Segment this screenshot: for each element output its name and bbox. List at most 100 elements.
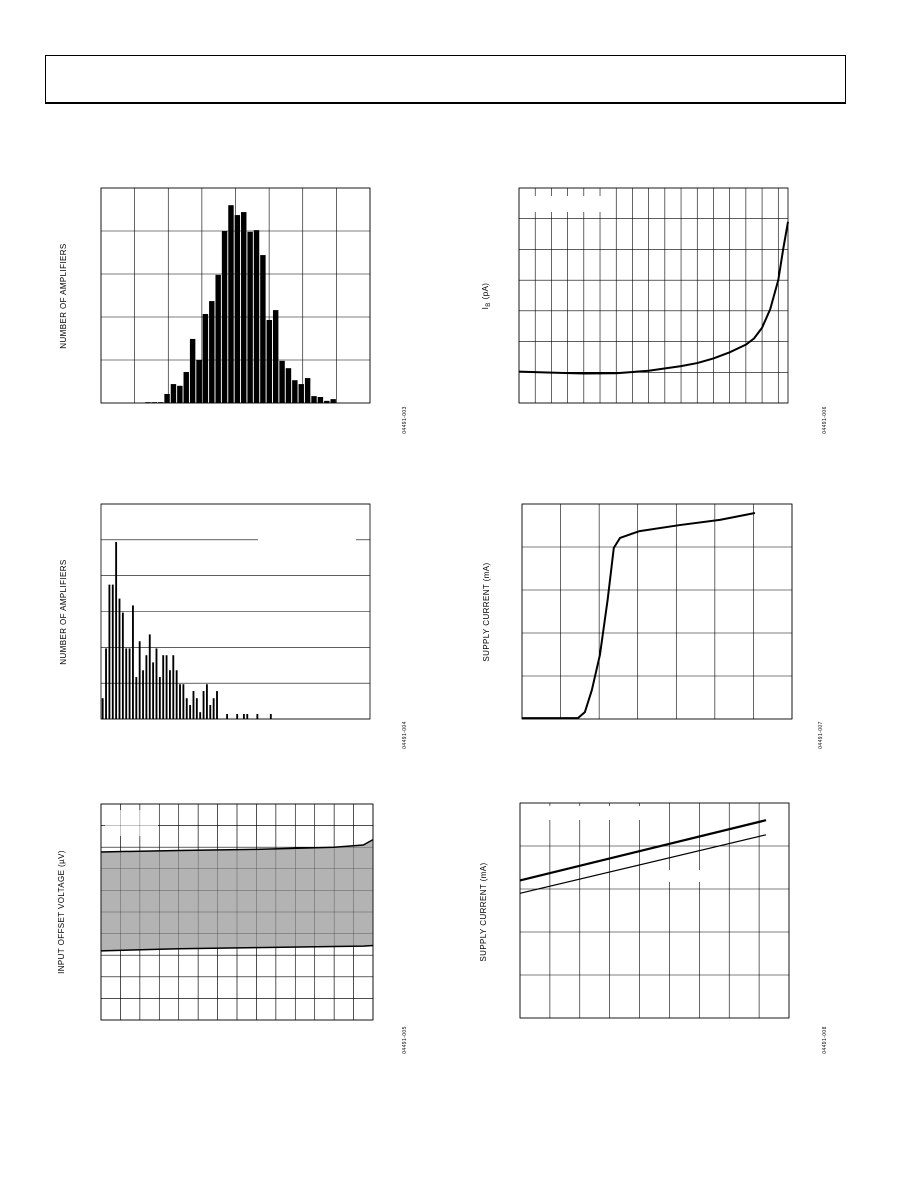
legend-mask (668, 870, 700, 882)
y-axis-label-subscript: B (486, 302, 492, 306)
bar (108, 584, 111, 719)
plot-frame (100, 803, 374, 1021)
data-line (522, 512, 756, 720)
y-axis-label: NUMBER OF AMPLIFIERS (59, 243, 68, 348)
bar (177, 385, 183, 403)
figure-id: 04491-003 (402, 406, 408, 434)
bar (172, 655, 175, 719)
bar (128, 648, 131, 719)
bar (304, 378, 311, 403)
plot-frame (521, 503, 793, 720)
bar (212, 698, 215, 719)
bar (260, 255, 266, 403)
bar (317, 396, 324, 403)
bar (215, 274, 221, 403)
y-axis-label-unit: (pA) (481, 283, 490, 300)
plot-frame (518, 187, 789, 404)
bar (247, 231, 253, 403)
data-line (518, 221, 789, 375)
bar (135, 677, 138, 719)
bar (256, 713, 259, 719)
y-axis-label: SUPPLY CURRENT (mA) (479, 862, 488, 961)
bar (152, 662, 155, 719)
bar (145, 655, 148, 719)
figure-id: 04491-006 (822, 406, 828, 434)
figure-id: 04491-004 (402, 721, 408, 749)
bar (209, 301, 215, 403)
bar (165, 655, 168, 719)
legend-mask (105, 810, 158, 836)
legend-mask (258, 534, 356, 546)
bar (155, 648, 158, 719)
plot-frame (100, 187, 371, 404)
bar (236, 713, 239, 719)
y-axis-label: NUMBER OF AMPLIFIERS (59, 559, 68, 664)
bar (234, 215, 241, 403)
plot-frame (100, 503, 371, 720)
bar (151, 402, 158, 403)
bar (226, 713, 229, 719)
bar (298, 384, 304, 403)
bar (115, 541, 118, 719)
bar (142, 670, 144, 719)
bar (192, 691, 195, 719)
bar (118, 598, 121, 719)
bar (311, 396, 317, 403)
bar (169, 670, 171, 719)
data-line (519, 834, 767, 894)
bar (185, 698, 188, 719)
figure-id: 04491-005 (402, 1026, 408, 1054)
bar (221, 231, 228, 403)
bar (132, 605, 134, 719)
bar (189, 705, 192, 719)
bar (199, 712, 202, 719)
bar (292, 380, 298, 403)
bar (279, 360, 285, 403)
bar (138, 641, 141, 719)
data-line (519, 819, 767, 882)
y-axis-label: IB (pA) (481, 283, 492, 310)
y-axis-label-main: I (481, 307, 490, 310)
legend-mask (548, 806, 640, 820)
bar (101, 698, 104, 719)
bar (145, 402, 151, 403)
bar (228, 205, 234, 403)
bar (162, 655, 165, 719)
bar (158, 677, 161, 719)
bar (183, 372, 189, 403)
bar (272, 310, 279, 403)
y-axis-label: SUPPLY CURRENT (mA) (482, 562, 491, 661)
bar (241, 212, 247, 403)
bar (125, 648, 128, 719)
bar (170, 384, 177, 403)
bar (164, 393, 170, 403)
bar (121, 612, 124, 719)
bar (285, 368, 292, 403)
bar (202, 691, 205, 719)
legend-mask (527, 196, 605, 212)
bar (205, 684, 208, 719)
bar (105, 648, 107, 719)
bar (111, 584, 114, 719)
figure-id: 04491-007 (818, 721, 824, 749)
bar (330, 399, 336, 403)
figure-id: 04491-008 (822, 1026, 828, 1054)
bar (242, 713, 245, 719)
bar (157, 402, 164, 403)
y-axis-label: INPUT OFFSET VOLTAGE (µV) (57, 850, 66, 974)
bar (324, 400, 330, 403)
bar (266, 320, 273, 403)
bar (202, 313, 209, 403)
bar (175, 670, 178, 719)
bar (195, 698, 198, 719)
bar (209, 705, 212, 719)
bar (189, 338, 196, 403)
plot-frame (519, 802, 790, 1019)
bar (148, 634, 151, 719)
bar (253, 230, 260, 403)
bar (246, 713, 249, 719)
bar (216, 691, 218, 719)
bar (269, 713, 272, 719)
